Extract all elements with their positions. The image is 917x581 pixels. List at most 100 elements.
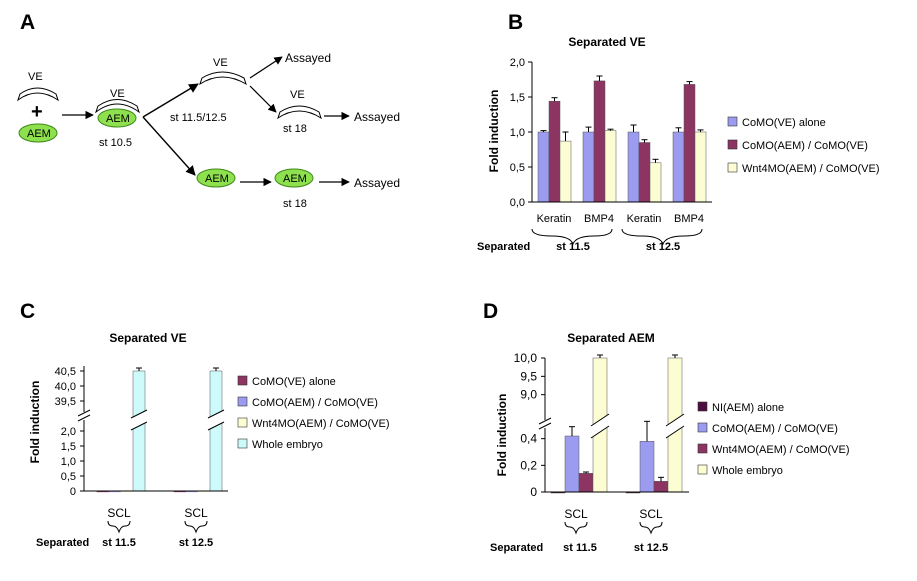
ve-label-start: VE	[28, 71, 43, 83]
chart-b-title: Separated VE	[568, 35, 645, 49]
chart-c-bar-break-top-1	[207, 409, 225, 419]
chart-d-group-2: st 12.5	[634, 542, 668, 554]
chart-d-legend-swatch-1	[697, 422, 708, 433]
chart-d-legend-swatch-3	[697, 464, 708, 475]
stage-18-label-ve: st 18	[283, 123, 307, 135]
chart-c-bar-break-top-0	[130, 409, 148, 419]
panel-c: C Separated VE Fold induction 0 0,5 1,0 1,5…	[20, 300, 390, 549]
stage-18-label-aem: st 18	[283, 198, 307, 210]
ve-label-st18: VE	[290, 89, 305, 101]
chart-d-group-1: st 11.5	[563, 542, 597, 554]
chart-b-bar-0-1	[582, 131, 595, 203]
chart-c-row-label: Separated	[36, 537, 89, 549]
chart-b-legend-swatch-2	[727, 162, 738, 173]
chart-b-bar-1-3	[683, 84, 696, 203]
chart-d-ylabel: Fold induction	[495, 394, 509, 477]
chart-d-ytick-lower-label-0: 0	[530, 485, 537, 499]
chart-b-xtick-label-0: Keratin	[537, 213, 572, 225]
chart-c-ytick-lower-label-1: 0,5	[61, 471, 76, 483]
chart-b-x-labels: Keratin BMP4 Keratin BMP4	[537, 213, 704, 225]
chart-b-legend-swatch-0	[727, 116, 738, 127]
panel-c-label: C	[20, 300, 35, 323]
panel-d: D Separated AEM Fold induction 0 0,2 0,4 9,…	[483, 300, 850, 554]
ve-tissue-shape	[17, 87, 59, 102]
chart-c-legend-label-2: Wnt4MO(AEM) / CoMO(VE)	[252, 418, 390, 430]
aem-st18-shape	[274, 168, 314, 188]
chart-b-xtick-label-2: Keratin	[627, 213, 662, 225]
chart-b-ytick-label-2: 1,0	[510, 127, 525, 139]
chart-c-legend-swatch-1	[237, 396, 248, 407]
arrow-ve-assayed	[249, 56, 283, 79]
panel-b: B Separated VE Fold induction 0,0 0,5 1,0 1…	[477, 11, 880, 253]
aem-label-conjugate: AEM	[106, 113, 130, 125]
chart-b-ytick-label-1: 0,5	[510, 162, 525, 174]
chart-c-ytick-lower-label-2: 1,0	[61, 456, 76, 468]
aem-label-st18: AEM	[283, 173, 307, 185]
assayed-label-2: Assayed	[354, 110, 400, 124]
chart-c-bar-gap-1	[208, 410, 224, 430]
chart-c-legend-swatch-0	[237, 375, 248, 386]
chart-c-bar-break-bottom-1	[207, 421, 225, 431]
chart-d-legend-swatch-2	[697, 443, 708, 454]
chart-d-axis-breaks	[538, 417, 552, 430]
chart-b-bars	[537, 75, 707, 203]
stage-10-5-label: st 10.5	[99, 137, 132, 149]
chart-d-ytick-upper-label-1: 9,5	[520, 369, 537, 383]
ve-conjugate-shape	[95, 99, 140, 114]
chart-d-bar-break-top-1	[665, 413, 685, 427]
chart-b-bar-2-1	[604, 130, 617, 203]
chart-b-bar-0-3	[672, 131, 685, 203]
assayed-label-3: Assayed	[354, 176, 400, 190]
chart-c-bar-3-0	[132, 370, 146, 492]
chart-d-axis-break-a	[538, 417, 552, 425]
chart-c-group-1: st 11.5	[102, 537, 136, 549]
chart-c-y-axis-ticks: 0 0,5 1,0 1,5 2,0 39,5 40,0 40,5	[55, 366, 84, 498]
chart-c-bar-break-bottom-0	[130, 421, 148, 431]
panel-b-label: B	[508, 11, 523, 34]
chart-d-legend-swatch-0	[697, 401, 708, 412]
chart-b-ytick-label-3: 1,5	[510, 92, 525, 104]
chart-c-title: Separated VE	[109, 331, 186, 345]
chart-c-axis-breaks	[77, 409, 91, 422]
chart-b-bar-0-2	[627, 131, 640, 203]
chart-c-ytick-lower-label-3: 1,5	[61, 441, 76, 453]
chart-b-xtick-label-1: BMP4	[584, 213, 614, 225]
chart-c-ytick-upper-label-2: 40,5	[55, 366, 76, 378]
chart-c-axis-break-a	[77, 409, 91, 417]
chart-b-bar-1-2	[638, 142, 651, 203]
chart-d-brace-1	[564, 521, 588, 535]
chart-c-legend-label-1: CoMO(AEM) / CoMO(VE)	[252, 397, 378, 409]
chart-d-legend-label-2: Wnt4MO(AEM) / CoMO(VE)	[712, 444, 850, 456]
chart-c-ytick-lower-label-0: 0	[70, 486, 76, 498]
chart-b-bar-2-2	[649, 162, 662, 203]
chart-c-ylabel: Fold induction	[28, 381, 42, 464]
ve-separated-shape	[199, 71, 247, 86]
chart-c-legend-swatch-3	[237, 438, 248, 449]
panel-d-label: D	[483, 300, 498, 323]
chart-c-bars	[96, 367, 225, 493]
arrow-to-ve	[142, 83, 199, 118]
chart-c-axis-break-b	[77, 414, 91, 422]
chart-d-row-label: Separated	[490, 542, 543, 554]
chart-b-group-1: st 11.5	[556, 241, 590, 253]
chart-d-bar-break-top-0	[590, 413, 610, 427]
chart-d-bar-break-bottom-0	[590, 425, 610, 439]
chart-d-legend-label-1: CoMO(AEM) / CoMO(VE)	[712, 423, 838, 435]
aem-label-separated: AEM	[205, 173, 229, 185]
chart-d-x-labels: SCL SCL	[564, 507, 663, 521]
ve-label-conjugate: VE	[110, 88, 125, 100]
ve-label-separated: VE	[213, 57, 228, 69]
chart-d-ytick-upper-label-0: 9,0	[520, 388, 537, 402]
chart-c-legend-label-0: CoMO(VE) alone	[252, 376, 336, 388]
chart-d-ytick-lower-label-2: 0,4	[520, 432, 537, 446]
aem-conjugate-shape	[97, 108, 137, 128]
chart-c-brace-2	[184, 520, 208, 534]
chart-c-ytick-upper-label-1: 40,0	[55, 381, 76, 393]
chart-c-bar-3-1	[209, 370, 223, 492]
panel-a: A VE + AEM VE AEM st 10.5 st 11.5/12.5 V…	[17, 11, 400, 210]
chart-c-ytick-upper-label-0: 39,5	[55, 396, 76, 408]
chart-b-bar-2-0	[559, 140, 572, 203]
plus-sign: +	[31, 101, 43, 123]
chart-b-legend-label-0: CoMO(VE) alone	[742, 117, 826, 129]
